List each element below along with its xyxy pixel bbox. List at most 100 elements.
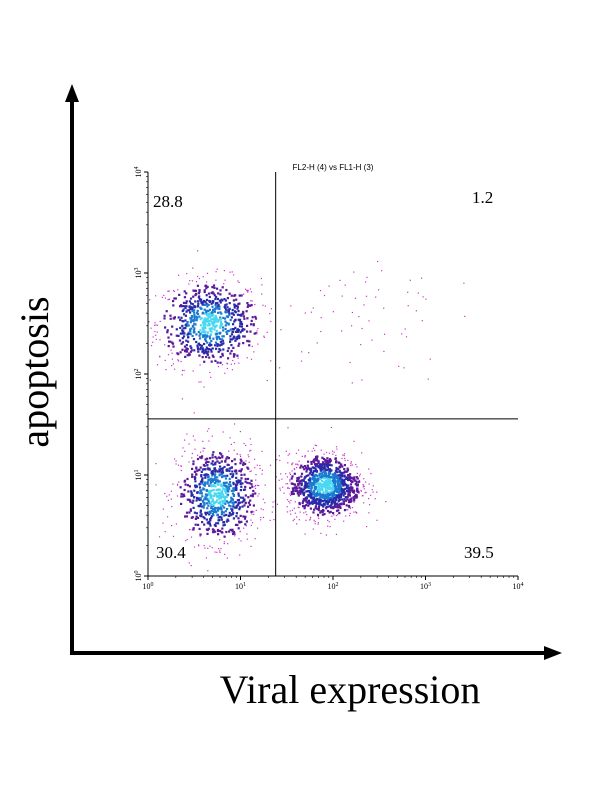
event-dot — [344, 496, 347, 499]
event-dot — [345, 477, 348, 480]
event-dot — [239, 489, 242, 492]
event-dot — [177, 316, 180, 319]
event-dot — [209, 319, 212, 322]
event-dot — [173, 317, 176, 320]
event-dot — [324, 460, 327, 463]
event-dot — [327, 478, 330, 481]
event-dot — [202, 352, 205, 355]
event-dot — [334, 457, 337, 460]
event-dot — [192, 295, 195, 298]
event-dot — [251, 300, 253, 302]
event-dot — [349, 498, 352, 501]
event-dot — [300, 360, 303, 362]
event-dot — [335, 533, 337, 535]
event-dot — [301, 351, 303, 353]
event-dot — [206, 352, 209, 355]
event-dot — [202, 350, 205, 353]
event-dot — [301, 490, 304, 493]
event-dot — [197, 331, 200, 334]
event-dot — [229, 437, 231, 439]
event-dot — [214, 325, 217, 328]
event-dot — [231, 498, 235, 501]
event-dot — [215, 500, 218, 503]
event-dot — [193, 327, 196, 330]
event-dot — [218, 344, 221, 347]
event-dot — [349, 476, 352, 479]
event-dot — [186, 484, 190, 487]
event-dot — [255, 484, 257, 486]
event-dot — [218, 470, 221, 473]
event-dot — [184, 306, 187, 310]
event-dot — [224, 372, 226, 374]
event-dot — [220, 312, 223, 315]
event-dot — [155, 324, 157, 326]
event-dot — [203, 325, 206, 329]
event-dot — [228, 292, 231, 295]
event-dot — [318, 487, 321, 490]
event-dot — [235, 298, 238, 301]
event-dot — [339, 494, 342, 497]
event-dot — [303, 465, 306, 468]
event-dot — [322, 504, 325, 507]
event-dot — [306, 465, 309, 468]
event-dot — [224, 477, 228, 480]
y-tick-label: 102 — [134, 369, 143, 380]
event-dot — [148, 321, 150, 323]
event-dot — [225, 513, 228, 516]
event-dot — [320, 486, 324, 489]
event-dot — [336, 471, 339, 474]
event-dot — [200, 474, 203, 477]
event-dot — [199, 329, 202, 332]
event-dot — [313, 469, 316, 473]
event-dot — [348, 491, 351, 494]
event-dot — [463, 282, 465, 284]
event-dot — [338, 491, 341, 494]
event-dot — [190, 346, 193, 349]
event-dot — [254, 304, 256, 306]
event-dot — [180, 495, 183, 498]
event-dot — [232, 359, 234, 362]
event-dot — [228, 480, 232, 484]
event-dot — [304, 467, 308, 470]
event-dot — [216, 476, 219, 479]
event-dot — [226, 507, 229, 511]
event-dot — [333, 490, 336, 493]
event-dot — [315, 458, 318, 461]
plot-background — [148, 172, 518, 576]
event-dot — [300, 482, 303, 485]
event-dot — [262, 498, 264, 500]
event-dot — [326, 462, 329, 465]
event-dot — [352, 496, 355, 499]
event-dot — [222, 431, 224, 433]
event-dot — [212, 463, 215, 466]
event-dot — [246, 302, 249, 305]
event-dot — [205, 473, 208, 476]
event-dot — [195, 499, 198, 502]
event-dot — [213, 501, 216, 504]
event-dot — [191, 310, 194, 313]
event-dot — [189, 508, 192, 511]
event-dot — [204, 481, 207, 484]
event-dot — [166, 495, 168, 497]
x-axis-arrowhead — [544, 646, 562, 660]
event-dot — [205, 346, 208, 349]
event-dot — [242, 499, 245, 502]
event-dot — [194, 470, 197, 473]
event-dot — [328, 493, 331, 496]
event-dot — [206, 467, 209, 470]
event-dot — [310, 495, 313, 498]
event-dot — [318, 517, 320, 520]
event-dot — [340, 483, 343, 486]
event-dot — [219, 320, 223, 323]
event-dot — [229, 528, 232, 531]
event-dot — [197, 504, 200, 508]
event-dot — [238, 335, 241, 338]
event-dot — [180, 469, 182, 472]
event-dot — [172, 483, 174, 485]
event-dot — [219, 293, 222, 296]
event-dot — [178, 360, 180, 362]
event-dot — [322, 457, 325, 461]
event-dot — [171, 525, 173, 527]
event-dot — [200, 513, 203, 516]
event-dot — [236, 453, 239, 455]
